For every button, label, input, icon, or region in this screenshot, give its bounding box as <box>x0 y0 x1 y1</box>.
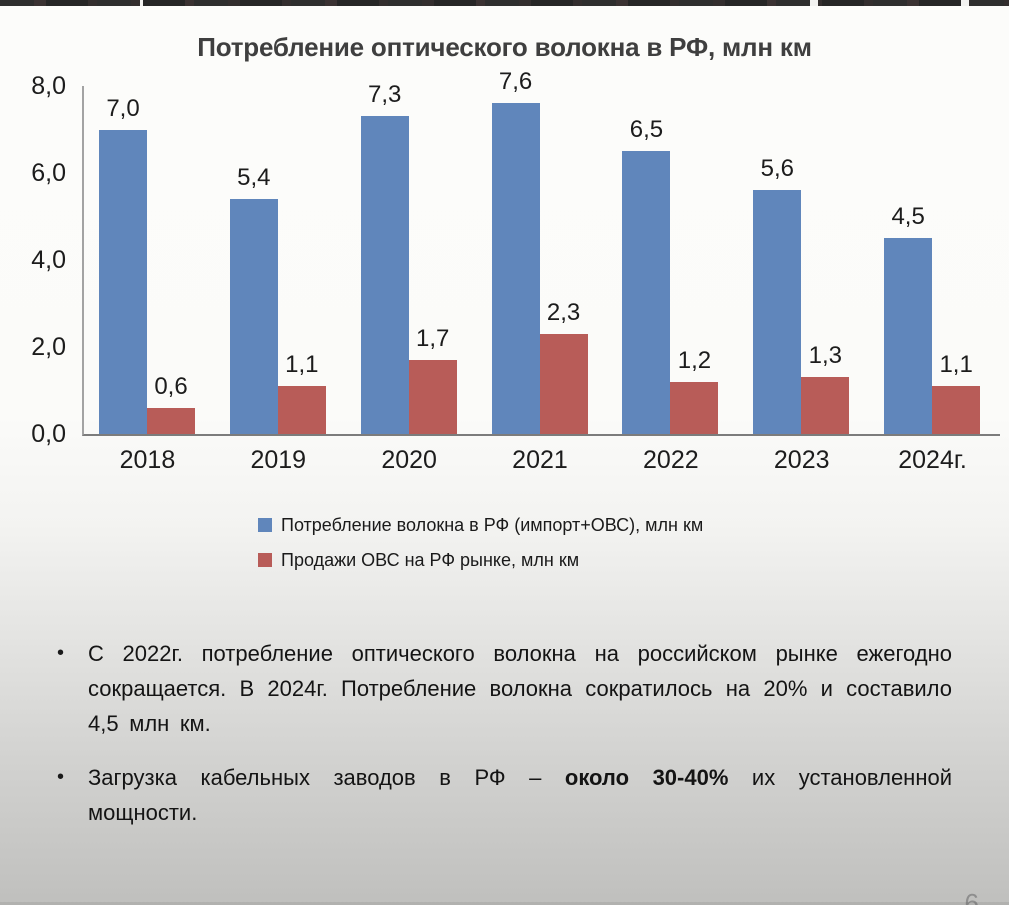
bar-ovs-sales-2022 <box>670 381 719 434</box>
x-axis-label: 2024г. <box>898 446 967 474</box>
x-axis-label: 2020 <box>381 446 437 474</box>
bullet-text-post: их установленной мощности. <box>88 765 953 825</box>
bar-value-label: 2,3 <box>546 298 581 326</box>
legend-item-ovs-sales: Продажи ОВС на РФ рынке, млн км <box>258 549 703 571</box>
y-axis-tick-label: 0,0 <box>31 420 66 448</box>
x-axis-label: 2019 <box>250 446 307 474</box>
bar-group-2022: 6,5 1,2 <box>607 86 738 434</box>
bar-value-label: 1,2 <box>677 346 712 374</box>
chart-title: Потребление оптического волокна в РФ, мл… <box>197 32 812 62</box>
bullet-dot-icon: • <box>57 642 65 664</box>
page-number: 6 <box>964 888 979 905</box>
x-axis-label: 2023 <box>773 446 830 474</box>
y-axis-tick-label: 8,0 <box>31 72 66 100</box>
bar-value-label: 7,0 <box>106 94 140 122</box>
bar-value-label: 1,1 <box>285 351 319 379</box>
bullet-text-pre: Загрузка кабельных заводов в РФ – <box>88 765 565 790</box>
bullet-text-bold: около 30-40% <box>564 765 729 790</box>
bar-value-label: 6,5 <box>629 116 664 144</box>
y-axis-tick-label: 4,0 <box>31 246 66 274</box>
bar-value-label: 5,6 <box>760 155 794 183</box>
bar-group-2023: 5,6 1,3 <box>738 86 869 434</box>
legend-item-consumption: Потребление волокна в РФ (импорт+ОВС), м… <box>258 514 703 536</box>
bar-value-label: 1,1 <box>939 351 973 379</box>
bar-ovs-sales-2020 <box>408 360 457 434</box>
bar-consumption-2018 <box>99 129 147 434</box>
bullet-list: • С 2022г. потребление оптического волок… <box>57 636 952 830</box>
bar-consumption-2023 <box>753 190 802 434</box>
bullet-text-factory-load: Загрузка кабельных заводов в РФ – около … <box>88 760 952 830</box>
bar-value-label: 5,4 <box>237 164 271 192</box>
x-axis-label: 2022 <box>643 446 699 474</box>
bar-value-label: 1,3 <box>808 342 842 370</box>
bullet-item-factory-load: • Загрузка кабельных заводов в РФ – окол… <box>57 760 952 830</box>
bar-ovs-sales-2024г. <box>932 386 981 434</box>
chart-legend: Потребление волокна в РФ (импорт+ОВС), м… <box>258 514 703 584</box>
bar-value-label: 1,7 <box>416 325 450 353</box>
y-axis-tick-label: 6,0 <box>31 159 66 187</box>
bar-consumption-2019 <box>229 199 278 434</box>
bar-consumption-2021 <box>491 103 540 434</box>
x-axis-label: 2021 <box>512 446 568 474</box>
bullet-dot-icon: • <box>57 766 65 788</box>
legend-swatch-blue-icon <box>258 518 272 532</box>
bar-consumption-2022 <box>622 151 671 434</box>
bar-value-label: 7,6 <box>498 68 533 96</box>
bar-group-2020: 7,3 1,7 <box>346 81 477 434</box>
bar-group-2019: 5,4 1,1 <box>215 86 346 434</box>
bar-consumption-2024г. <box>884 238 933 434</box>
cropped-top-text-strip <box>0 0 1009 6</box>
plot-area: 7,0 0,6 5,4 1,1 7,3 1,7 7,6 2,3 6,5 1,2 5,6 1,3 4,5 1… <box>82 68 1000 436</box>
x-axis-label: 2018 <box>119 446 176 474</box>
bullet-item-consumption-decline: • С 2022г. потребление оптического волок… <box>57 636 952 741</box>
legend-swatch-red-icon <box>258 553 272 567</box>
legend-label-consumption: Потребление волокна в РФ (импорт+ОВС), м… <box>281 514 704 535</box>
bar-group-2024г.: 4,5 1,1 <box>869 86 1000 434</box>
bar-consumption-2020 <box>360 116 409 434</box>
y-axis-tick-label: 2,0 <box>31 333 66 361</box>
bar-ovs-sales-2021 <box>539 333 588 434</box>
bar-value-label: 7,3 <box>368 81 402 109</box>
bar-value-label: 4,5 <box>891 203 925 231</box>
bar-ovs-sales-2018 <box>147 407 195 434</box>
bar-group-2018: 7,0 0,6 <box>84 86 215 434</box>
bar-group-2021: 7,6 2,3 <box>477 68 608 434</box>
bar-ovs-sales-2019 <box>277 386 326 434</box>
bullet-text-consumption-decline: С 2022г. потребление оптического волокна… <box>88 641 952 736</box>
bottom-edge-divider <box>0 902 1009 905</box>
bar-value-label: 0,6 <box>154 372 188 400</box>
legend-label-ovs-sales: Продажи ОВС на РФ рынке, млн км <box>281 549 580 570</box>
bar-ovs-sales-2023 <box>801 377 850 434</box>
